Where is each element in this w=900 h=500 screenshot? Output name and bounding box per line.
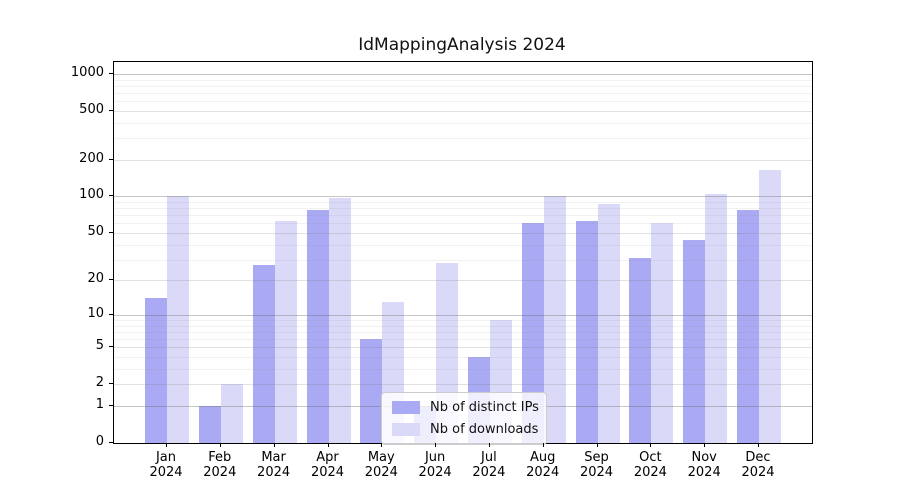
bar-distinct-ips-dec [737,210,759,443]
bar-downloads-jan [167,196,189,443]
y-tick [109,72,113,74]
x-tick [704,443,706,447]
x-tick-label: Mar 2024 [257,450,291,480]
x-tick [542,443,544,447]
y-tick [109,195,113,197]
x-tick [327,443,329,447]
chart-title: IdMappingAnalysis 2024 [358,35,566,55]
x-tick [273,443,275,447]
gridline-minor [114,79,812,81]
bar-downloads-oct [651,223,674,443]
x-tick [488,443,490,447]
bar-downloads-feb [220,384,243,443]
bar-downloads-apr [328,198,351,443]
y-tick [109,158,113,160]
gridline-minor [114,138,812,140]
y-tick [109,109,113,111]
legend-item-downloads: Nb of downloads [392,422,539,437]
y-tick [109,346,113,348]
bar-distinct-ips-sep [575,220,598,443]
x-tick-label: Jun 2024 [418,450,452,480]
gridline-minor [114,92,812,94]
gridline [114,159,812,161]
legend-label-downloads: Nb of downloads [430,422,539,437]
x-tick-label: Jan 2024 [149,450,183,480]
x-tick [381,443,383,447]
bar-distinct-ips-aug [521,223,544,443]
y-tick [109,383,113,385]
x-tick [650,443,652,447]
y-tick [109,405,113,406]
y-tick [109,279,113,281]
x-tick [758,443,759,447]
bar-downloads-nov [705,193,728,443]
x-tick-label: Sep 2024 [579,450,614,480]
bar-distinct-ips-feb [198,406,221,443]
gridline-minor [114,101,812,103]
legend-swatch-distinct-ips [392,401,420,414]
x-tick-label: Dec 2024 [741,450,775,480]
x-tick [596,443,598,447]
bar-downloads-dec [759,169,781,443]
bar-distinct-ips-nov [683,239,706,443]
y-tick-label: 5 [95,338,104,354]
bar-distinct-ips-oct [629,257,652,443]
legend-swatch-downloads [392,423,420,436]
x-tick-label: Apr 2024 [310,450,345,480]
y-tick-label: 50 [87,223,104,239]
legend-item-distinct-ips: Nb of distinct IPs [392,400,539,415]
bar-distinct-ips-may [360,339,383,443]
bar-distinct-ips-apr [306,210,329,443]
bar-downloads-sep [597,204,620,443]
x-tick-label: Oct 2024 [633,450,667,480]
x-tick-label: Nov 2024 [687,450,721,480]
legend-label-distinct-ips: Nb of distinct IPs [430,400,539,415]
y-tick-label: 2 [95,375,104,391]
bar-downloads-mar [274,220,297,443]
bar-downloads-aug [543,196,566,443]
y-tick-label: 20 [87,271,104,287]
y-tick [109,313,113,315]
x-tick [166,443,167,447]
gridline-minor [114,85,812,87]
plot-area: Nb of distinct IPs Nb of downloads [113,61,813,445]
x-tick-label: Aug 2024 [526,450,560,480]
x-tick-label: Jul 2024 [472,450,506,480]
x-tick-label: Feb 2024 [203,450,237,480]
x-tick [435,443,437,447]
y-tick-label: 100 [79,187,104,203]
y-tick-label: 500 [79,101,104,117]
x-tick [219,443,221,447]
gridline-major [114,73,812,75]
y-tick-label: 1 [95,397,104,412]
y-tick [109,231,113,233]
x-tick-label: May 2024 [364,450,398,480]
y-tick-label: 200 [79,150,104,166]
y-tick [109,442,113,443]
y-tick-label: 1000 [70,64,104,80]
y-tick-label: 0 [95,434,104,449]
y-tick-label: 10 [87,305,104,321]
legend: Nb of distinct IPs Nb of downloads [381,392,547,445]
gridline [114,110,812,112]
gridline-minor [114,122,812,124]
bar-distinct-ips-jan [145,298,167,443]
bar-distinct-ips-mar [252,265,275,443]
